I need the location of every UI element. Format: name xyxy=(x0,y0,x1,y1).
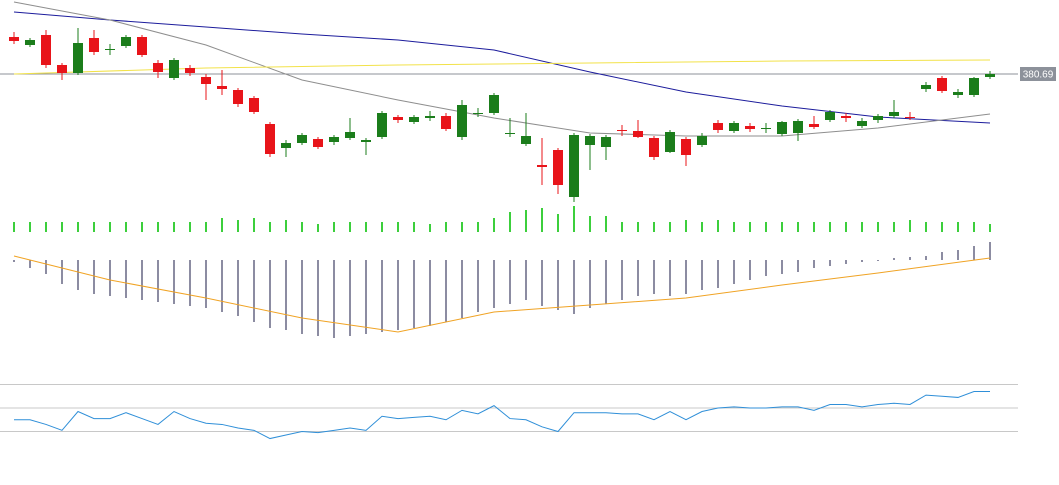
candle-body xyxy=(825,112,835,120)
candle-body xyxy=(249,98,259,112)
candle-body xyxy=(793,121,803,133)
candle-body xyxy=(889,112,899,116)
candle-body xyxy=(185,68,195,73)
candle-body xyxy=(953,92,963,95)
candle-body xyxy=(425,116,435,118)
candle-body xyxy=(377,113,387,137)
candle-body xyxy=(521,136,531,144)
candle-body xyxy=(73,43,83,73)
candle-body xyxy=(777,122,787,134)
candle-body xyxy=(281,143,291,148)
candle-body xyxy=(217,86,227,89)
candle-body xyxy=(57,65,67,73)
candle-body xyxy=(745,126,755,129)
candle-body xyxy=(41,35,51,65)
candle-body xyxy=(233,90,243,104)
candle-body xyxy=(905,117,915,118)
candle-body xyxy=(713,123,723,130)
candle-body xyxy=(265,124,275,154)
candle-body xyxy=(201,77,211,84)
candle-body xyxy=(697,136,707,145)
candle-body xyxy=(153,63,163,72)
candle-body xyxy=(457,105,467,137)
candle-body xyxy=(569,135,579,197)
candle-body xyxy=(809,124,819,127)
candle-body xyxy=(137,37,147,55)
candle-body xyxy=(649,138,659,157)
candle-body xyxy=(537,165,547,167)
candle-body xyxy=(585,136,595,145)
candle-body xyxy=(25,40,35,45)
candle-body xyxy=(9,37,19,41)
candle-body xyxy=(857,121,867,126)
candle-body xyxy=(409,117,419,122)
candle-body xyxy=(473,113,483,114)
candle-body xyxy=(297,135,307,143)
candle-body xyxy=(681,139,691,155)
rsi-line xyxy=(14,391,990,440)
candle-body xyxy=(729,123,739,131)
candle-body xyxy=(633,131,643,137)
candle-body xyxy=(313,139,323,147)
candle-body xyxy=(841,116,851,118)
moving-average xyxy=(13,1,991,137)
candle-body xyxy=(169,60,179,78)
price-label: 380.69 xyxy=(1023,70,1054,81)
candle-body xyxy=(601,137,611,147)
candle-body xyxy=(393,117,403,120)
candle-body xyxy=(873,116,883,120)
candle-body xyxy=(937,78,947,91)
candle-body xyxy=(617,130,627,131)
signal-line xyxy=(13,255,991,333)
candle-body xyxy=(489,95,499,113)
candle-body xyxy=(985,74,995,77)
candle-body xyxy=(505,133,515,134)
candle-body xyxy=(89,38,99,52)
candle-body xyxy=(105,49,115,50)
moving-average xyxy=(13,11,991,124)
price-label-box xyxy=(1020,67,1056,81)
candle-body xyxy=(329,137,339,142)
candle-body xyxy=(361,140,371,142)
candle-body xyxy=(441,116,451,129)
candle-body xyxy=(921,85,931,89)
candle-body xyxy=(665,132,675,152)
candle-body xyxy=(121,37,131,46)
candle-body xyxy=(969,78,979,95)
candle-body xyxy=(345,132,355,138)
candle-body xyxy=(761,128,771,129)
candle-body xyxy=(553,150,563,185)
